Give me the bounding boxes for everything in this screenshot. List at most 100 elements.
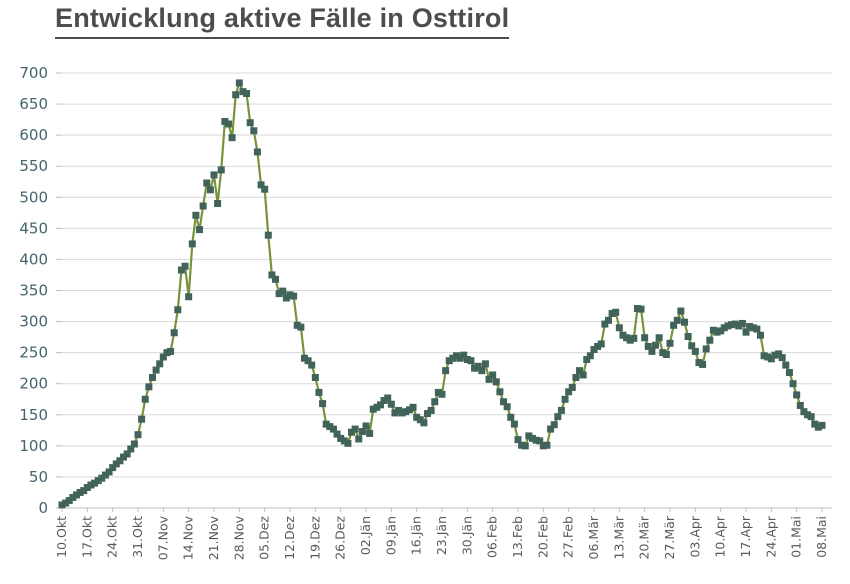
x-tick-label: 21.Nov <box>206 515 221 560</box>
data-point-marker <box>156 360 164 368</box>
data-point-marker <box>163 349 171 357</box>
data-point-marker <box>109 464 117 472</box>
data-point-marker <box>456 354 464 362</box>
data-point-marker <box>604 316 612 324</box>
data-point-marker <box>416 416 424 424</box>
y-tick-label: 450 <box>19 219 48 237</box>
data-point-marker <box>793 391 801 399</box>
data-point-marker <box>699 360 707 368</box>
data-point-marker <box>782 361 790 369</box>
data-point-marker <box>145 383 153 391</box>
data-point-marker <box>337 434 345 442</box>
data-point-marker <box>282 294 290 302</box>
data-point-marker <box>680 318 688 326</box>
data-point-marker <box>583 355 591 363</box>
data-point-marker <box>369 405 377 413</box>
data-point-marker <box>366 429 374 437</box>
data-point-marker <box>771 351 779 359</box>
data-point-marker <box>594 342 602 350</box>
data-point-marker <box>138 415 146 423</box>
data-point-marker <box>58 501 66 509</box>
y-tick-label: 50 <box>29 468 48 486</box>
x-tick-label: 10.Apr <box>713 515 728 557</box>
data-point-marker <box>351 425 359 433</box>
data-point-marker <box>438 390 446 398</box>
data-point-marker <box>608 309 616 317</box>
data-point-marker <box>181 262 189 270</box>
data-point-marker <box>279 287 287 295</box>
data-point-marker <box>214 200 222 207</box>
data-point-marker <box>568 383 576 391</box>
data-point-marker <box>648 347 656 355</box>
data-point-marker <box>536 437 544 445</box>
data-point-marker <box>159 353 167 361</box>
data-point-marker <box>503 403 511 411</box>
data-point-marker <box>141 395 149 403</box>
x-tick-label: 16.Jän <box>409 516 424 555</box>
data-point-marker <box>695 359 703 367</box>
data-point-marker <box>224 120 232 128</box>
data-point-marker <box>387 400 395 408</box>
x-tick-label: 14.Nov <box>181 515 196 560</box>
x-tick-label: 31.Okt <box>130 516 145 558</box>
data-point-marker <box>561 395 569 403</box>
data-point-marker <box>547 425 555 433</box>
data-point-marker <box>65 497 73 505</box>
data-point-marker <box>333 430 341 438</box>
data-point-marker <box>308 361 316 369</box>
data-point-marker <box>818 421 826 429</box>
x-tick-label: 17.Okt <box>79 516 94 558</box>
x-tick-label: 20.Mär <box>637 515 652 559</box>
data-point-marker <box>105 468 113 476</box>
chart-title: Entwicklung aktive Fälle in Osttirol <box>55 3 510 39</box>
data-point-marker <box>586 352 594 360</box>
data-point-marker <box>376 401 384 409</box>
data-point-marker <box>199 202 207 210</box>
data-point-marker <box>612 308 620 316</box>
data-point-marker <box>749 324 757 332</box>
data-point-marker <box>481 360 489 368</box>
data-point-marker <box>662 351 670 359</box>
data-point-marker <box>72 491 80 499</box>
data-point-marker <box>735 322 743 330</box>
data-point-marker <box>315 388 323 396</box>
data-point-marker <box>644 342 652 350</box>
data-point-marker <box>196 226 204 234</box>
y-tick-label: 550 <box>19 157 48 175</box>
data-point-marker <box>626 336 634 344</box>
data-point-marker <box>348 428 356 436</box>
data-point-marker <box>174 306 182 314</box>
data-point-marker <box>641 334 649 342</box>
data-point-marker <box>253 148 261 156</box>
data-point-marker <box>272 275 280 283</box>
data-point-marker <box>120 453 128 461</box>
data-point-marker <box>87 481 95 489</box>
data-point-marker <box>507 413 515 421</box>
data-point-marker <box>525 432 533 440</box>
data-point-marker <box>677 307 685 315</box>
x-tick-label: 24.Apr <box>763 515 778 557</box>
data-point-marker <box>746 323 754 331</box>
data-point-marker <box>384 394 392 402</box>
data-point-marker <box>554 413 562 421</box>
data-point-marker <box>420 419 428 427</box>
x-tick-label: 01.Mai <box>789 516 804 558</box>
data-point-marker <box>188 240 196 248</box>
x-tick-label: 30.Jän <box>459 516 474 555</box>
data-point-marker <box>731 320 739 328</box>
data-point-marker <box>319 400 327 408</box>
x-tick-label: 27.Mär <box>662 515 677 559</box>
data-point-marker <box>463 355 471 363</box>
data-point-marker <box>185 293 193 301</box>
data-point-marker <box>152 366 160 374</box>
data-point-marker <box>713 328 721 336</box>
data-point-marker <box>543 441 551 449</box>
data-point-marker <box>232 91 240 99</box>
data-point-marker <box>69 493 77 501</box>
data-point-marker <box>206 186 214 194</box>
data-point-marker <box>753 325 761 333</box>
data-point-marker <box>800 408 808 416</box>
data-point-marker <box>391 409 399 417</box>
